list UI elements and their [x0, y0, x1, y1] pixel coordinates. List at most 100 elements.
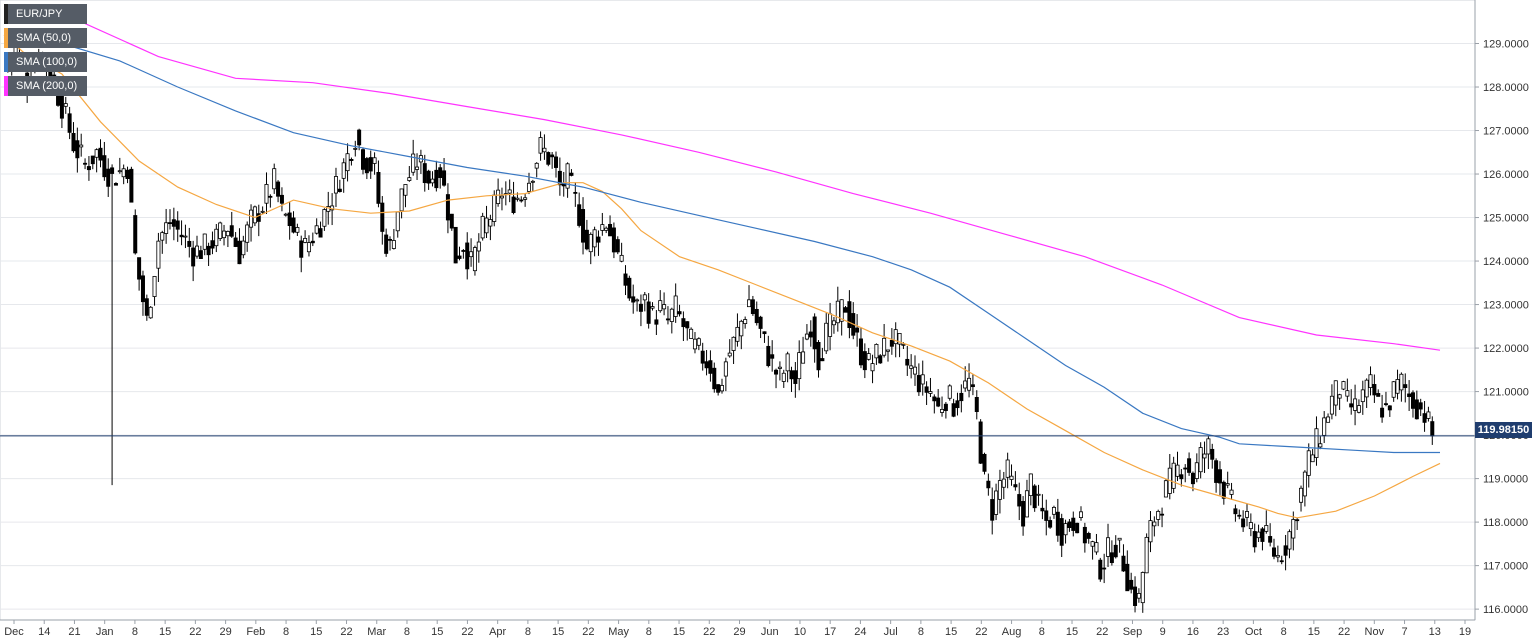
candle-body	[1356, 405, 1361, 413]
candle-body	[237, 240, 242, 265]
candle	[214, 223, 219, 253]
candle	[345, 143, 350, 182]
candle-body	[1040, 507, 1045, 512]
candle-body	[121, 168, 126, 178]
candle	[870, 354, 875, 384]
candle	[1341, 380, 1346, 391]
candle	[538, 131, 543, 161]
candle-body	[137, 257, 142, 280]
candle	[658, 290, 663, 313]
x-tick-label: 22	[189, 626, 201, 638]
candle	[272, 163, 277, 194]
candle	[689, 327, 694, 339]
candle-body	[1318, 443, 1323, 448]
candle-body	[557, 170, 562, 186]
candle-body	[1272, 547, 1277, 557]
legend-item-sma-50[interactable]: SMA (50,0)	[4, 28, 88, 48]
candle-body	[376, 171, 381, 204]
candle-body	[820, 358, 825, 362]
candle	[144, 294, 149, 321]
candle	[785, 351, 790, 383]
candle	[337, 179, 342, 193]
candle	[75, 127, 80, 173]
candle	[191, 240, 196, 282]
candle	[140, 270, 145, 316]
candle	[1017, 482, 1022, 521]
candle	[1187, 452, 1192, 476]
candle-body	[638, 303, 643, 312]
x-tick-label: May	[608, 626, 629, 638]
candle	[314, 218, 319, 235]
candle-body	[480, 215, 485, 239]
candle	[924, 381, 929, 405]
candle-body	[1059, 518, 1064, 546]
candle	[222, 224, 227, 246]
candle	[1086, 531, 1091, 544]
candle-body	[140, 275, 145, 303]
legend-item-sma-200[interactable]: SMA (200,0)	[4, 76, 88, 96]
candle-body	[1005, 459, 1010, 478]
candle-body	[1125, 563, 1130, 592]
candle-body	[696, 338, 701, 346]
candle	[1302, 470, 1307, 507]
candle-body	[295, 227, 300, 233]
candle-body	[1028, 473, 1033, 497]
candle	[1175, 451, 1180, 482]
legend-item-sma-100[interactable]: SMA (100,0)	[4, 52, 88, 72]
candle-body	[1217, 469, 1222, 484]
candle	[804, 324, 809, 341]
candle	[936, 389, 941, 408]
candle	[1399, 372, 1404, 402]
candle-body	[353, 147, 358, 150]
candle	[712, 362, 717, 393]
candle	[855, 314, 860, 347]
candle-body	[604, 227, 609, 231]
candle-body	[584, 229, 589, 250]
candle-body	[272, 168, 277, 190]
sma-50-line	[3, 34, 1441, 519]
legend-swatch	[4, 76, 8, 96]
legend-item-eurjpy[interactable]: EUR/JPY	[4, 4, 88, 24]
candle-body	[349, 159, 354, 161]
candle	[747, 285, 752, 308]
candle-body	[627, 277, 632, 299]
candle	[569, 169, 574, 177]
candle-body	[1264, 525, 1269, 532]
candle-body	[1009, 475, 1014, 480]
candle-body	[913, 366, 918, 375]
candle	[1055, 498, 1060, 542]
candle-body	[974, 397, 979, 413]
candle-body	[79, 144, 84, 148]
candle	[1387, 405, 1392, 417]
candle-body	[1329, 395, 1334, 415]
candle-body	[523, 197, 528, 200]
candle	[523, 193, 528, 207]
candle-body	[866, 353, 871, 360]
candle	[604, 226, 609, 234]
candle	[743, 316, 748, 329]
candle	[584, 219, 589, 251]
candle-body	[488, 219, 493, 227]
chart-legend: EUR/JPY SMA (50,0) SMA (100,0) SMA (200,…	[4, 4, 88, 100]
candle-body	[445, 194, 450, 221]
candle	[160, 230, 165, 254]
candle	[1353, 384, 1358, 426]
candle	[1326, 413, 1331, 423]
candle	[646, 293, 651, 329]
candle-body	[1430, 421, 1435, 437]
candle-body	[897, 333, 902, 345]
candle	[839, 299, 844, 336]
candle	[152, 275, 157, 306]
candle	[499, 187, 504, 211]
candle-body	[229, 225, 234, 237]
candle	[237, 228, 242, 265]
candle	[83, 158, 88, 170]
x-tick-label: 19	[1459, 626, 1471, 638]
candle-body	[978, 421, 983, 464]
x-tick-label: 21	[68, 626, 80, 638]
candle	[550, 151, 555, 169]
candle	[720, 378, 725, 394]
candle-body	[1326, 416, 1331, 423]
candle-body	[843, 307, 848, 313]
